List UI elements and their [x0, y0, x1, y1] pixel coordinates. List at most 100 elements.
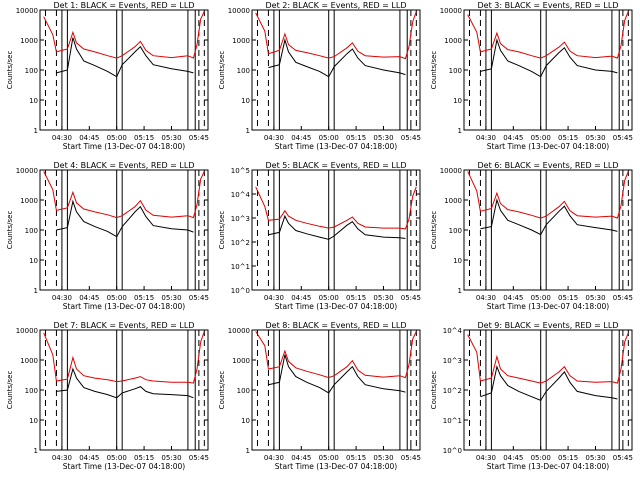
panel-title: Det 4: BLACK = Events, RED = LLD — [54, 161, 195, 170]
y-axis-label: Counts/sec — [218, 371, 226, 410]
x-tick-label: 04:45 — [291, 134, 311, 142]
lld-series-line — [255, 186, 417, 230]
x-tick-label: 05:45 — [401, 454, 421, 462]
y-tick-label: 1 — [458, 287, 462, 295]
x-tick-label: 05:00 — [319, 134, 339, 142]
y-tick-label: 10 — [29, 257, 38, 265]
x-tick-label: 05:15 — [558, 454, 578, 462]
y-tick-label: 100 — [25, 67, 38, 75]
y-tick-label: 1000 — [444, 37, 462, 45]
y-tick-label: 1 — [34, 287, 38, 295]
x-tick-label: 05:00 — [107, 294, 127, 302]
y-axis-label: Counts/sec — [430, 51, 438, 90]
x-tick-label: 05:00 — [107, 454, 127, 462]
y-tick-label: 10^2 — [443, 387, 462, 395]
x-tick-label: 05:30 — [373, 294, 393, 302]
x-tick-label: 04:30 — [52, 454, 72, 462]
x-tick-label: 05:15 — [346, 454, 366, 462]
axes-frame — [463, 169, 633, 291]
y-tick-label: 10^1 — [231, 263, 250, 271]
x-tick-label: 05:00 — [319, 454, 339, 462]
y-axis-label: Counts/sec — [430, 211, 438, 250]
y-tick-label: 10^5 — [231, 167, 250, 175]
detector-panel: Det 4: BLACK = Events, RED = LLD 1 10 100 10… — [6, 161, 209, 311]
x-tick-label: 05:45 — [189, 294, 209, 302]
y-tick-label: 10 — [241, 97, 250, 105]
y-tick-label: 10000 — [228, 7, 250, 15]
y-tick-label: 1 — [246, 447, 250, 455]
x-tick-label: 05:00 — [531, 454, 551, 462]
x-tick-label: 04:30 — [476, 294, 496, 302]
detector-panel: Det 6: BLACK = Events, RED = LLD 1 10 100 10… — [430, 161, 633, 311]
y-tick-label: 10000 — [16, 7, 38, 15]
lld-series-line — [467, 171, 629, 219]
events-series-line — [56, 367, 194, 399]
y-tick-label: 10^4 — [231, 191, 251, 199]
panel-title: Det 5: BLACK = Events, RED = LLD — [266, 161, 407, 170]
x-tick-label: 05:45 — [613, 134, 633, 142]
detector-panel: Det 9: BLACK = Events, RED = LLD 10^0 10^1… — [430, 321, 633, 471]
x-axis-label: Start Time (13-Dec-07 04:18:00) — [63, 462, 185, 471]
detector-panel: Det 7: BLACK = Events, RED = LLD 1 10 100 10… — [6, 321, 209, 471]
x-tick-label: 04:45 — [79, 454, 99, 462]
y-tick-label: 10^0 — [231, 287, 250, 295]
x-tick-label: 04:30 — [52, 294, 72, 302]
lld-series-line — [43, 331, 205, 384]
y-axis-label: Counts/sec — [6, 371, 14, 410]
y-tick-label: 100 — [237, 387, 250, 395]
x-tick-label: 05:45 — [189, 134, 209, 142]
x-tick-label: 05:15 — [134, 294, 154, 302]
events-series-line — [480, 364, 618, 402]
y-tick-label: 10^3 — [443, 357, 462, 365]
x-tick-label: 05:15 — [558, 294, 578, 302]
y-tick-label: 1 — [246, 127, 250, 135]
y-tick-label: 1000 — [20, 37, 38, 45]
y-tick-label: 10 — [29, 417, 38, 425]
events-series-line — [268, 214, 406, 240]
y-tick-label: 100 — [449, 67, 462, 75]
x-tick-label: 05:00 — [531, 294, 551, 302]
y-tick-label: 1000 — [20, 197, 38, 205]
y-tick-label: 100 — [25, 387, 38, 395]
x-axis-label: Start Time (13-Dec-07 04:18:00) — [487, 302, 609, 311]
y-tick-label: 1 — [34, 447, 38, 455]
events-series-line — [268, 38, 406, 78]
y-tick-label: 1 — [34, 127, 38, 135]
x-tick-label: 04:30 — [264, 294, 284, 302]
detector-panel: Det 1: BLACK = Events, RED = LLD 1 10 100 10… — [6, 1, 209, 151]
panel-title: Det 1: BLACK = Events, RED = LLD — [54, 1, 195, 10]
x-tick-label: 04:30 — [52, 134, 72, 142]
x-tick-label: 04:30 — [264, 454, 284, 462]
y-tick-label: 10 — [29, 97, 38, 105]
y-tick-label: 10000 — [16, 327, 38, 335]
y-tick-label: 100 — [25, 227, 38, 235]
y-tick-label: 10000 — [16, 167, 38, 175]
x-tick-label: 04:45 — [503, 134, 523, 142]
lld-series-line — [255, 331, 417, 379]
x-tick-label: 04:45 — [503, 454, 523, 462]
panel-title: Det 6: BLACK = Events, RED = LLD — [478, 161, 619, 170]
x-tick-label: 05:15 — [134, 454, 154, 462]
panel-title: Det 3: BLACK = Events, RED = LLD — [478, 1, 619, 10]
y-tick-label: 10 — [453, 97, 462, 105]
events-series-line — [56, 199, 194, 238]
y-tick-label: 10 — [241, 417, 250, 425]
lld-series-line — [43, 11, 205, 59]
y-tick-label: 10000 — [440, 7, 462, 15]
x-tick-label: 05:45 — [401, 134, 421, 142]
x-tick-label: 04:30 — [476, 134, 496, 142]
axes-frame — [39, 9, 209, 131]
y-tick-label: 10 — [453, 257, 462, 265]
y-axis-label: Counts/sec — [6, 211, 14, 250]
x-axis-label: Start Time (13-Dec-07 04:18:00) — [63, 302, 185, 311]
y-tick-label: 1000 — [444, 197, 462, 205]
y-tick-label: 10^0 — [443, 447, 462, 455]
panel-title: Det 9: BLACK = Events, RED = LLD — [478, 321, 619, 330]
x-tick-label: 05:15 — [558, 134, 578, 142]
x-tick-label: 05:00 — [319, 294, 339, 302]
y-tick-label: 10000 — [440, 167, 462, 175]
y-tick-label: 10^4 — [443, 327, 463, 335]
x-tick-label: 05:30 — [373, 134, 393, 142]
x-tick-label: 04:45 — [291, 454, 311, 462]
y-tick-label: 1000 — [232, 357, 250, 365]
